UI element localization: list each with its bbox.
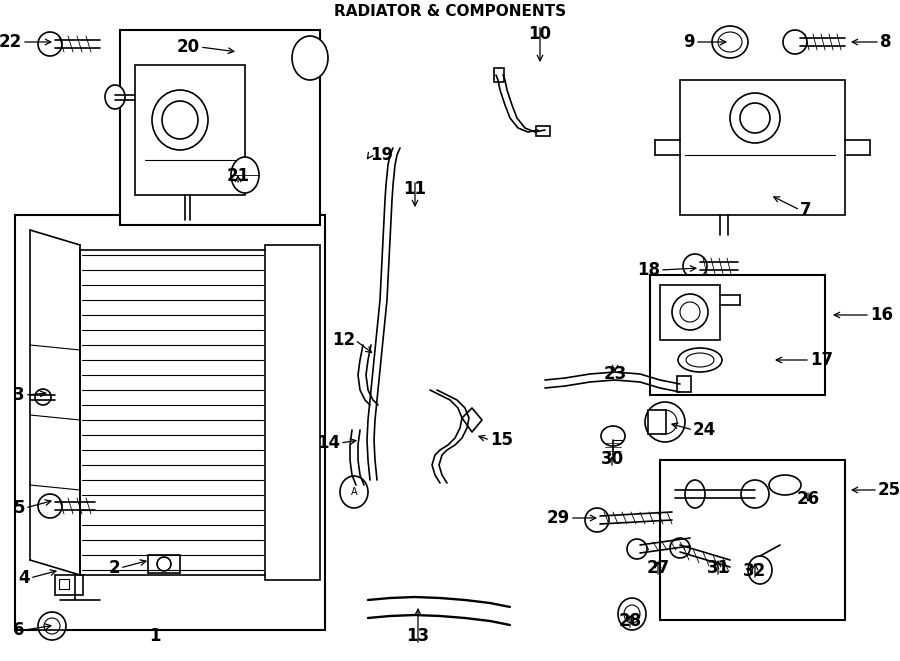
Ellipse shape xyxy=(292,36,328,80)
Bar xyxy=(650,275,825,395)
Text: 5: 5 xyxy=(14,499,25,517)
Ellipse shape xyxy=(730,93,780,143)
Text: 25: 25 xyxy=(878,481,900,499)
Ellipse shape xyxy=(783,30,807,54)
Text: 26: 26 xyxy=(796,490,820,508)
Text: 7: 7 xyxy=(800,201,812,219)
Text: 2: 2 xyxy=(108,559,120,577)
Text: 22: 22 xyxy=(0,33,22,51)
Ellipse shape xyxy=(44,618,60,634)
Text: 3: 3 xyxy=(14,386,25,404)
Ellipse shape xyxy=(585,508,609,532)
Bar xyxy=(660,460,845,620)
Ellipse shape xyxy=(718,32,742,52)
Bar xyxy=(677,376,691,392)
Text: 13: 13 xyxy=(407,627,429,645)
Ellipse shape xyxy=(741,480,769,508)
Ellipse shape xyxy=(162,101,198,139)
Ellipse shape xyxy=(231,157,259,193)
Ellipse shape xyxy=(748,556,772,584)
Ellipse shape xyxy=(152,90,208,150)
Bar xyxy=(55,575,83,595)
Text: 23: 23 xyxy=(603,365,626,383)
Ellipse shape xyxy=(340,476,368,508)
Bar xyxy=(265,245,320,580)
Text: 8: 8 xyxy=(880,33,892,51)
Ellipse shape xyxy=(686,353,714,367)
Text: 9: 9 xyxy=(683,33,695,51)
Text: 28: 28 xyxy=(618,612,642,630)
Text: 27: 27 xyxy=(646,559,670,577)
Ellipse shape xyxy=(645,402,685,442)
Text: 17: 17 xyxy=(810,351,833,369)
Ellipse shape xyxy=(38,612,66,640)
Ellipse shape xyxy=(680,302,700,322)
Text: 31: 31 xyxy=(706,559,730,577)
Bar xyxy=(648,410,666,434)
Ellipse shape xyxy=(769,475,801,495)
Text: 11: 11 xyxy=(403,180,427,198)
Text: 24: 24 xyxy=(693,421,716,439)
Text: A: A xyxy=(351,487,357,497)
Text: 6: 6 xyxy=(14,621,25,639)
Text: 30: 30 xyxy=(600,450,624,468)
Ellipse shape xyxy=(627,539,647,559)
Ellipse shape xyxy=(712,26,748,58)
Ellipse shape xyxy=(683,254,707,278)
Ellipse shape xyxy=(157,557,171,571)
Ellipse shape xyxy=(624,605,640,623)
Bar xyxy=(59,579,69,589)
Ellipse shape xyxy=(38,494,62,518)
Ellipse shape xyxy=(601,426,625,446)
Ellipse shape xyxy=(740,103,770,133)
Ellipse shape xyxy=(653,410,677,434)
Bar xyxy=(148,555,180,573)
Text: 18: 18 xyxy=(637,261,660,279)
Bar xyxy=(120,30,320,225)
Text: 12: 12 xyxy=(332,331,355,349)
Text: 19: 19 xyxy=(370,146,393,164)
Ellipse shape xyxy=(35,389,51,405)
Bar xyxy=(680,80,845,215)
Text: 29: 29 xyxy=(547,509,570,527)
Ellipse shape xyxy=(685,480,705,508)
Text: 1: 1 xyxy=(149,627,161,645)
Text: 4: 4 xyxy=(18,569,30,587)
Bar xyxy=(135,65,245,195)
Ellipse shape xyxy=(672,294,708,330)
Text: 15: 15 xyxy=(490,431,513,449)
Bar xyxy=(494,68,504,82)
Text: 20: 20 xyxy=(177,38,200,56)
Ellipse shape xyxy=(38,32,62,56)
Text: 10: 10 xyxy=(528,25,552,43)
Ellipse shape xyxy=(105,85,125,109)
Ellipse shape xyxy=(670,538,690,558)
Bar xyxy=(536,126,550,136)
Text: 16: 16 xyxy=(870,306,893,324)
Text: 14: 14 xyxy=(317,434,340,452)
Text: RADIATOR & COMPONENTS: RADIATOR & COMPONENTS xyxy=(334,5,566,20)
Ellipse shape xyxy=(618,598,646,630)
Ellipse shape xyxy=(678,348,722,372)
Text: 32: 32 xyxy=(743,562,767,580)
Bar xyxy=(15,215,325,630)
Text: 21: 21 xyxy=(227,167,249,185)
Bar xyxy=(660,285,720,340)
